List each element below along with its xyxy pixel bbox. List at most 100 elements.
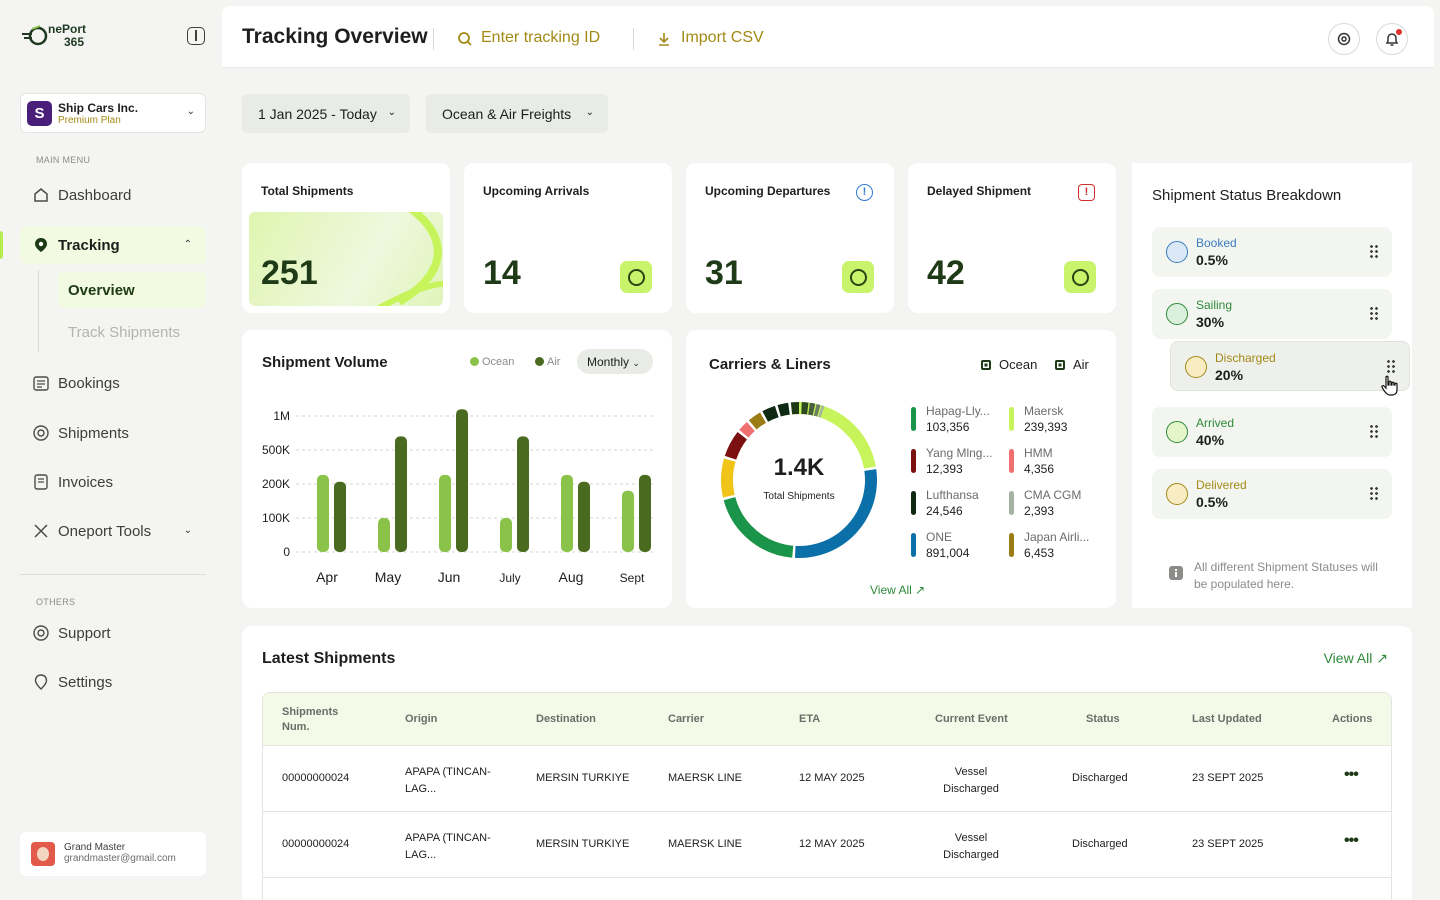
- sidebar-item-settings[interactable]: Settings: [20, 663, 206, 701]
- drag-handle-icon[interactable]: [1387, 359, 1395, 373]
- latest-view-all-link[interactable]: View All ↗: [1324, 650, 1388, 667]
- status-icon: [1166, 421, 1188, 443]
- status-item-sailing[interactable]: Sailing 30%: [1152, 289, 1392, 339]
- period-select[interactable]: Monthly ⌄: [577, 349, 653, 374]
- cell-destination: MERSIN TURKIYE: [536, 838, 630, 850]
- legend-ocean: Ocean: [470, 356, 514, 368]
- status-note: All different Shipment Statuses will be …: [1194, 560, 1378, 591]
- clock-icon: [1064, 261, 1096, 293]
- carrier-value: 103,356: [926, 420, 970, 434]
- status-percent: 40%: [1196, 432, 1225, 448]
- sidebar-item-tracking[interactable]: Tracking ⌃: [20, 226, 206, 264]
- sidebar-subitem-overview[interactable]: Overview: [58, 272, 206, 308]
- status-item-discharged[interactable]: Discharged 20%: [1170, 341, 1410, 391]
- section-title: Carriers & Liners: [709, 356, 831, 373]
- donut-segment[interactable]: [808, 402, 816, 416]
- carriers-liners-card: Carriers & Liners Ocean Air 1.4K Total S…: [686, 330, 1116, 608]
- bar-ocean[interactable]: [378, 518, 390, 552]
- carrier-name: Japan Airli...: [1024, 530, 1090, 544]
- notifications-button[interactable]: [1376, 23, 1408, 55]
- sidebar-item-dashboard[interactable]: Dashboard: [20, 176, 206, 214]
- cell-event: Vessel Discharged: [943, 766, 999, 795]
- donut-segment[interactable]: [762, 405, 779, 422]
- sidebar-item-oneport-tools[interactable]: Oneport Tools ⌄: [20, 512, 206, 550]
- status-percent: 30%: [1196, 314, 1225, 330]
- total-shipments-card[interactable]: Total Shipments 251: [242, 163, 450, 313]
- donut-segment[interactable]: [721, 458, 736, 498]
- bar-air[interactable]: [456, 409, 468, 552]
- carrier-item: Lufthansa 24,546: [911, 486, 1007, 522]
- bar-air[interactable]: [334, 481, 346, 552]
- donut-segment[interactable]: [818, 405, 825, 418]
- legend-label: Air: [547, 356, 561, 368]
- status-item-delivered[interactable]: Delivered 0.5%: [1152, 469, 1392, 519]
- status-item-arrived[interactable]: Arrived 40%: [1152, 407, 1392, 457]
- bar-air[interactable]: [395, 436, 407, 552]
- bar-ocean[interactable]: [439, 474, 451, 552]
- link-label: View All: [1323, 650, 1373, 666]
- column-header: Destination: [536, 713, 596, 725]
- tracking-id-input[interactable]: Enter tracking ID: [481, 29, 601, 46]
- organization-switcher[interactable]: S Ship Cars Inc. Premium Plan ⌄: [20, 93, 206, 133]
- freight-type-filter[interactable]: Ocean & Air Freights ⌄: [426, 94, 608, 133]
- shipment-volume-chart: 0 100K 200K 500K 1M Apr May Jun July Aug Sept: [262, 409, 654, 585]
- cell-carrier: MAERSK LINE: [668, 772, 742, 784]
- column-header: Status: [1086, 713, 1120, 725]
- others-label: OTHERS: [36, 597, 76, 607]
- sidebar-subitem-track-shipments[interactable]: Track Shipments: [58, 314, 206, 350]
- legend-air: Air: [535, 356, 560, 368]
- sidebar-item-shipments[interactable]: Shipments: [20, 414, 206, 452]
- status-name: Discharged: [1215, 351, 1276, 365]
- bar-air[interactable]: [578, 481, 590, 552]
- drag-handle-icon[interactable]: [1370, 244, 1378, 258]
- drag-handle-icon[interactable]: [1370, 486, 1378, 500]
- status-name: Sailing: [1196, 298, 1233, 312]
- location-icon: [34, 674, 48, 690]
- delayed-shipment-card[interactable]: Delayed Shipment ! 42: [908, 163, 1116, 313]
- upcoming-departures-card[interactable]: Upcoming Departures ! 31: [686, 163, 894, 313]
- table-row[interactable]: 00000000024 APAPA (TINCAN-LAG... MERSIN …: [263, 812, 1391, 878]
- org-logo: S: [27, 101, 52, 126]
- donut-segment[interactable]: [723, 496, 794, 558]
- donut-segment[interactable]: [794, 469, 877, 558]
- drag-handle-icon[interactable]: [1370, 424, 1378, 438]
- sidebar-item-support[interactable]: Support: [20, 614, 206, 652]
- drag-handle-icon[interactable]: [1370, 306, 1378, 320]
- donut-segment[interactable]: [739, 422, 755, 438]
- bar-ocean[interactable]: [622, 490, 634, 552]
- user-profile[interactable]: Grand Master grandmaster@gmail.com: [20, 832, 206, 876]
- more-actions-icon[interactable]: •••: [1344, 766, 1359, 783]
- donut-segment[interactable]: [724, 431, 748, 460]
- cell-origin: APAPA (TINCAN-LAG...: [405, 766, 491, 795]
- more-actions-icon[interactable]: •••: [1344, 832, 1359, 849]
- sidebar-item-bookings[interactable]: Bookings: [20, 364, 206, 402]
- status-percent: 0.5%: [1196, 494, 1228, 510]
- table-header: Shipments Num. Origin Destination Carrie…: [263, 693, 1391, 746]
- upcoming-arrivals-card[interactable]: Upcoming Arrivals 14: [464, 163, 672, 313]
- sidebar-collapse-icon[interactable]: [187, 27, 205, 45]
- table-row[interactable]: 00000000024 APAPA (TINCAN-LAG... MERSIN …: [263, 746, 1391, 812]
- settings-button[interactable]: [1328, 23, 1360, 55]
- status-item-booked[interactable]: Booked 0.5%: [1152, 227, 1392, 277]
- import-csv-button[interactable]: Import CSV: [681, 29, 764, 46]
- donut-segment[interactable]: [813, 403, 821, 417]
- carriers-view-all-link[interactable]: View All ↗: [870, 583, 925, 597]
- status-breakdown-card: Shipment Status Breakdown Booked 0.5% Sa…: [1132, 163, 1412, 608]
- notification-badge: [1396, 29, 1402, 35]
- chevron-down-icon: ⌄: [585, 107, 594, 118]
- bar-ocean[interactable]: [561, 474, 573, 552]
- donut-segment[interactable]: [748, 412, 767, 430]
- bar-ocean[interactable]: [500, 518, 512, 552]
- carrier-name: CMA CGM: [1024, 488, 1082, 502]
- oneport-logo[interactable]: nePort 365: [20, 22, 110, 52]
- bar-air[interactable]: [639, 474, 651, 552]
- donut-segment[interactable]: [777, 402, 790, 417]
- sidebar-item-label: Shipments: [58, 425, 129, 442]
- date-range-filter[interactable]: 1 Jan 2025 - Today ⌄: [242, 94, 410, 133]
- bar-air[interactable]: [517, 436, 529, 552]
- cell-destination: MERSIN TURKIYE: [536, 772, 630, 784]
- sidebar-item-invoices[interactable]: Invoices: [20, 463, 206, 501]
- bar-ocean[interactable]: [317, 474, 329, 552]
- divider: [633, 28, 634, 50]
- carrier-item: CMA CGM 2,393: [1009, 486, 1105, 522]
